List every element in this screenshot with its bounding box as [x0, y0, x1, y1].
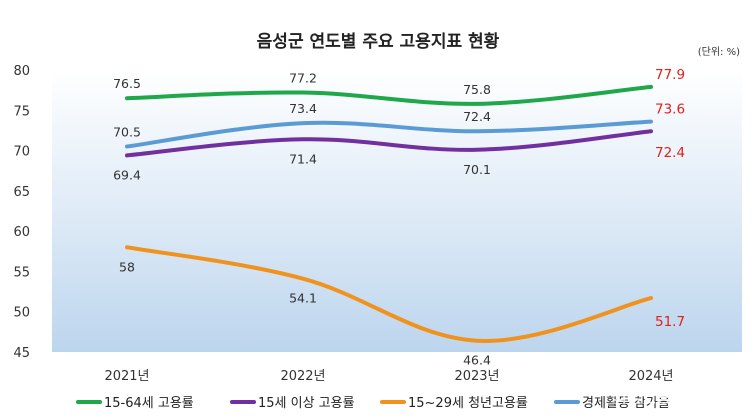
data-label: 75.8 [463, 82, 491, 97]
data-label: 46.4 [463, 353, 491, 368]
series-line [125, 129, 653, 158]
data-label: 70.5 [113, 125, 141, 140]
chart-title: 음성군 연도별 주요 고용지표 현황 [257, 32, 500, 52]
x-tick-label: 2022년 [280, 369, 325, 384]
y-tick-label: 70 [13, 145, 30, 160]
legend-label: 경제활동 참가율 [582, 396, 670, 411]
data-label: 77.9 [655, 67, 685, 83]
data-label: 70.1 [463, 162, 491, 177]
y-tick-label: 80 [13, 64, 30, 79]
x-tick-label: 2024년 [628, 369, 673, 384]
data-label: 72.4 [463, 109, 491, 124]
y-axis: 45 50 55 60 65 70 75 80 [13, 64, 30, 361]
watermark: 외국인통신(이코노미 [612, 387, 752, 406]
data-label: 77.2 [289, 71, 317, 86]
x-axis: 2021년 2022년 2023년 2024년 [104, 369, 673, 384]
data-label: 76.5 [113, 76, 141, 91]
legend-label: 15-64세 고용률 [104, 396, 194, 411]
data-labels: 76.5 77.2 75.8 77.9 69.4 71.4 70.1 72.4 58 54.1 46… [113, 67, 685, 368]
y-tick-label: 75 [13, 104, 30, 119]
series-line [125, 245, 653, 343]
legend-label: 15~29세 청년고용률 [408, 396, 528, 411]
unit-note: (단위: %) [698, 45, 740, 58]
series-line [125, 119, 653, 149]
data-label: 58 [119, 259, 135, 274]
series-line [125, 84, 653, 106]
legend: 15-64세 고용률 15세 이상 고용률 15~29세 청년고용률 경제활동 참가율 [76, 396, 670, 411]
data-label: 73.6 [655, 102, 685, 118]
series-lines [125, 84, 653, 343]
y-tick-label: 60 [13, 225, 30, 240]
y-tick-label: 45 [13, 346, 30, 361]
data-label: 72.4 [655, 145, 685, 161]
x-tick-label: 2021년 [104, 369, 149, 384]
x-tick-label: 2023년 [454, 369, 499, 384]
y-tick-label: 50 [13, 306, 30, 321]
y-tick-label: 65 [13, 185, 30, 200]
plot-area [52, 68, 742, 352]
legend-label: 15세 이상 고용률 [258, 396, 355, 411]
data-label: 69.4 [113, 167, 141, 182]
data-label: 51.7 [655, 314, 685, 330]
data-label: 73.4 [289, 101, 317, 116]
data-label: 71.4 [289, 151, 317, 166]
data-label: 54.1 [289, 291, 317, 306]
y-tick-label: 55 [13, 265, 30, 280]
